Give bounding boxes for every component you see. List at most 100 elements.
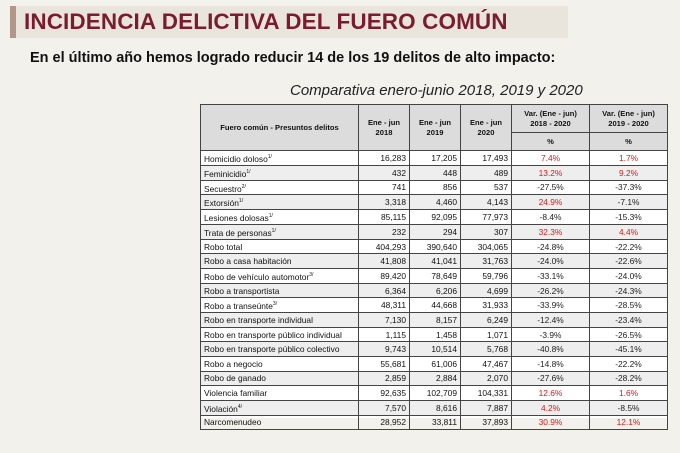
footnote-marker: 1/ <box>267 154 272 160</box>
variation-2019-2020: -24.3% <box>589 282 668 299</box>
value-2018: 6,364 <box>358 282 410 299</box>
table-row: Secuestro2/741 856 537 -27.5% -37.3% <box>200 179 668 196</box>
crime-name-text: Robo en transporte público colectivo <box>204 344 340 355</box>
value-2018: 1,115 <box>358 326 410 343</box>
table-row: Narcomenudeo 28,952 33,811 37,893 30.9% 12.1% <box>200 414 668 431</box>
value-2018: 89,420 <box>358 267 410 284</box>
crime-name: Secuestro2/ <box>200 179 359 196</box>
value-2020: 4,143 <box>460 194 512 211</box>
value-2020: 537 <box>460 179 512 196</box>
crime-name: Robo en transporte individual <box>200 312 359 328</box>
table-row: Homicidio doloso1/16,283 17,205 17,493 7.4%… <box>200 150 668 166</box>
header-2020: Ene - jun 2020 <box>460 104 512 151</box>
variation-2019-2020: 1.7% <box>589 150 668 166</box>
value-2019: 8,616 <box>409 399 461 416</box>
variation-2018-2020: -33.1% <box>511 267 590 284</box>
crime-name-text: Robo en transporte individual <box>204 314 313 325</box>
table-row: Extorsión1/3,318 4,460 4,143 24.9% -7.1% <box>200 194 668 211</box>
table-body: Homicidio doloso1/16,283 17,205 17,493 7.4%… <box>200 150 668 431</box>
table-row: Robo de vehículo automotor3/89,420 78,649… <box>200 267 668 284</box>
header-var-2019-2020: Var. (Ene - jun) 2019 - 2020 <box>589 104 668 133</box>
crime-name: Extorsión1/ <box>200 194 359 211</box>
crime-name-text: Robo a negocio <box>204 358 263 369</box>
title-bar: INCIDENCIA DELICTIVA DEL FUERO COMÚN <box>10 6 568 38</box>
variation-2019-2020: -22.6% <box>589 253 668 269</box>
variation-2018-2020: -8.4% <box>511 209 590 225</box>
header-row: Fuero común - Presuntos delitos Ene - ju… <box>200 104 668 151</box>
variation-2019-2020: 1.6% <box>589 385 668 401</box>
footnote-marker: 1/ <box>268 213 273 220</box>
variation-2018-2020: -27.5% <box>511 179 590 196</box>
variation-2019-2020: 4.4% <box>589 223 668 240</box>
crime-name-text: Violación <box>204 403 238 414</box>
header-2019-period: Ene - jun <box>418 117 452 127</box>
variation-2019-2020: -23.4% <box>589 312 668 328</box>
variation-2019-2020: -24.0% <box>589 267 668 284</box>
value-2019: 856 <box>409 179 461 196</box>
crime-name-text: Robo total <box>204 241 243 252</box>
value-2020: 307 <box>460 223 512 240</box>
value-2020: 31,763 <box>460 253 512 269</box>
crime-name-text: Violencia familiar <box>204 387 268 398</box>
variation-2019-2020: -37.3% <box>589 179 668 196</box>
value-2018: 9,743 <box>358 341 410 357</box>
value-2018: 2,859 <box>358 370 410 387</box>
value-2019: 390,640 <box>409 238 461 255</box>
value-2020: 7,887 <box>460 399 512 416</box>
header-2020-year: 2020 <box>477 127 495 137</box>
variation-2018-2020: 32.3% <box>511 223 590 240</box>
table-row: Feminicidio1/432 448 489 13.2% 9.2% <box>200 164 668 181</box>
crime-name-text: Narcomenudeo <box>204 417 262 428</box>
value-2019: 2,884 <box>409 370 461 387</box>
header-pct1: % <box>511 132 590 151</box>
variation-2019-2020: 12.1% <box>589 414 668 431</box>
table-row: Lesiones dolosas1/85,115 92,095 77,973 -8.4… <box>200 209 668 225</box>
value-2020: 489 <box>460 164 512 181</box>
value-2020: 5,768 <box>460 341 512 357</box>
header-2020-period: Ene - jun <box>469 117 503 127</box>
variation-2019-2020: -28.5% <box>589 297 668 314</box>
variation-2018-2020: -27.6% <box>511 370 590 387</box>
variation-2019-2020: -22.2% <box>589 238 668 255</box>
value-2020: 17,493 <box>460 150 512 166</box>
crime-name-text: Robo a transportista <box>204 285 280 296</box>
header-2018-period: Ene - jun <box>367 117 401 127</box>
variation-2018-2020: 12.6% <box>511 385 590 401</box>
value-2018: 85,115 <box>358 209 410 225</box>
value-2019: 6,206 <box>409 282 461 299</box>
crime-name-text: Trata de personas <box>204 227 272 238</box>
header-2019-year: 2019 <box>426 127 444 137</box>
value-2020: 104,331 <box>460 385 512 401</box>
value-2018: 55,681 <box>358 355 410 372</box>
crime-name: Lesiones dolosas1/ <box>200 209 359 225</box>
header-var1-title: Var. (Ene - jun) <box>524 108 577 118</box>
value-2018: 432 <box>358 164 410 181</box>
value-2019: 44,668 <box>409 297 461 314</box>
variation-2018-2020: -24.8% <box>511 238 590 255</box>
header-var2-title: Var. (Ene - jun) <box>602 108 655 118</box>
table-row: Robo total 404,293 390,640 304,065 -24.8% -22… <box>200 238 668 255</box>
crime-name: Violación4/ <box>200 399 359 416</box>
variation-2018-2020: 30.9% <box>511 414 590 431</box>
table-row: Violencia familiar 92,635 102,709 104,331 12… <box>200 385 668 401</box>
crime-name: Narcomenudeo <box>200 414 359 431</box>
crime-name: Robo total <box>200 238 359 255</box>
crime-name: Feminicidio1/ <box>200 164 359 181</box>
footnote-marker: 4/ <box>237 403 243 410</box>
crime-name: Trata de personas1/ <box>200 223 359 240</box>
crime-name-text: Robo de ganado <box>204 373 266 384</box>
header-var2-range: 2019 - 2020 <box>608 118 649 128</box>
crime-name-text: Robo a casa habitación <box>204 256 292 267</box>
value-2020: 4,699 <box>460 282 512 299</box>
value-2019: 41,041 <box>409 253 461 269</box>
crime-table-container: Fuero común - Presuntos delitos Ene - ju… <box>200 104 668 431</box>
header-2018-year: 2018 <box>375 127 393 137</box>
crime-name: Robo a negocio <box>200 355 359 372</box>
variation-2019-2020: -26.5% <box>589 326 668 343</box>
header-2019: Ene - jun 2019 <box>409 104 461 151</box>
value-2020: 6,249 <box>460 312 512 328</box>
value-2020: 47,467 <box>460 355 512 372</box>
value-2020: 37,893 <box>460 414 512 431</box>
header-row-units: % % <box>201 132 668 151</box>
table-row: Robo en transporte público colectivo 9,74… <box>200 341 668 357</box>
